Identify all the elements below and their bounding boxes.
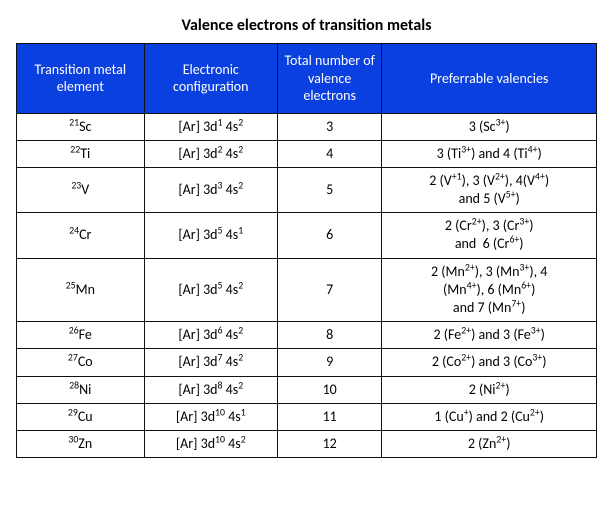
cell-element: 23V xyxy=(17,167,145,212)
cell-element: 21Sc xyxy=(17,113,145,140)
cell-config: [Ar] 3d6 4s2 xyxy=(144,322,277,349)
table-row: 22Ti[Ar] 3d2 4s243 (Ti3+) and 4 (Ti4+) xyxy=(17,140,597,167)
table-row: 29Cu[Ar] 3d10 4s1111 (Cu+) and 2 (Cu2+) xyxy=(17,403,597,430)
page-title: Valence electrons of transition metals xyxy=(16,16,597,35)
col-header-valence-e: Total number of valence electrons xyxy=(277,44,381,114)
table-row: 28Ni[Ar] 3d8 4s2102 (Ni2+) xyxy=(17,376,597,403)
cell-valence-e: 9 xyxy=(277,349,381,376)
table-row: 23V[Ar] 3d3 4s252 (V+1), 3 (V2+), 4(V4+)… xyxy=(17,167,597,212)
cell-config: [Ar] 3d7 4s2 xyxy=(144,349,277,376)
cell-valencies: 3 (Ti3+) and 4 (Ti4+) xyxy=(382,140,597,167)
cell-config: [Ar] 3d10 4s1 xyxy=(144,403,277,430)
cell-config: [Ar] 3d5 4s1 xyxy=(144,213,277,258)
cell-valence-e: 6 xyxy=(277,213,381,258)
cell-valence-e: 10 xyxy=(277,376,381,403)
cell-valencies: 2 (Co2+) and 3 (Co3+) xyxy=(382,349,597,376)
cell-element: 22Ti xyxy=(17,140,145,167)
cell-config: [Ar] 3d2 4s2 xyxy=(144,140,277,167)
cell-valencies: 2 (Cr2+), 3 (Cr3+)and 6 (Cr6+) xyxy=(382,213,597,258)
col-header-config: Electronic configuration xyxy=(144,44,277,114)
cell-element: 27Co xyxy=(17,349,145,376)
cell-valencies: 2 (Ni2+) xyxy=(382,376,597,403)
table-row: 26Fe[Ar] 3d6 4s282 (Fe2+) and 3 (Fe3+) xyxy=(17,322,597,349)
cell-valencies: 2 (Fe2+) and 3 (Fe3+) xyxy=(382,322,597,349)
table-row: 24Cr[Ar] 3d5 4s162 (Cr2+), 3 (Cr3+)and 6… xyxy=(17,213,597,258)
cell-valencies: 1 (Cu+) and 2 (Cu2+) xyxy=(382,403,597,430)
table-row: 21Sc[Ar] 3d1 4s233 (Sc3+) xyxy=(17,113,597,140)
cell-valence-e: 11 xyxy=(277,403,381,430)
table-header-row: Transition metal element Electronic conf… xyxy=(17,44,597,114)
valence-table: Transition metal element Electronic conf… xyxy=(16,43,597,458)
cell-valence-e: 12 xyxy=(277,430,381,457)
cell-valence-e: 5 xyxy=(277,167,381,212)
cell-valencies: 2 (Mn2+), 3 (Mn3+), 4(Mn4+), 6 (Mn6+)and… xyxy=(382,258,597,322)
col-header-valencies: Preferrable valencies xyxy=(382,44,597,114)
cell-element: 26Fe xyxy=(17,322,145,349)
cell-config: [Ar] 3d8 4s2 xyxy=(144,376,277,403)
cell-valencies: 3 (Sc3+) xyxy=(382,113,597,140)
cell-config: [Ar] 3d5 4s2 xyxy=(144,258,277,322)
table-row: 30Zn[Ar] 3d10 4s2122 (Zn2+) xyxy=(17,430,597,457)
col-header-element: Transition metal element xyxy=(17,44,145,114)
cell-config: [Ar] 3d1 4s2 xyxy=(144,113,277,140)
cell-element: 28Ni xyxy=(17,376,145,403)
cell-element: 30Zn xyxy=(17,430,145,457)
table-body: 21Sc[Ar] 3d1 4s233 (Sc3+)22Ti[Ar] 3d2 4s… xyxy=(17,113,597,458)
cell-valence-e: 7 xyxy=(277,258,381,322)
cell-valencies: 2 (Zn2+) xyxy=(382,430,597,457)
cell-valence-e: 4 xyxy=(277,140,381,167)
cell-valencies: 2 (V+1), 3 (V2+), 4(V4+)and 5 (V5+) xyxy=(382,167,597,212)
table-row: 27Co[Ar] 3d7 4s292 (Co2+) and 3 (Co3+) xyxy=(17,349,597,376)
cell-valence-e: 8 xyxy=(277,322,381,349)
cell-config: [Ar] 3d3 4s2 xyxy=(144,167,277,212)
cell-config: [Ar] 3d10 4s2 xyxy=(144,430,277,457)
table-row: 25Mn[Ar] 3d5 4s272 (Mn2+), 3 (Mn3+), 4(M… xyxy=(17,258,597,322)
cell-valence-e: 3 xyxy=(277,113,381,140)
cell-element: 29Cu xyxy=(17,403,145,430)
cell-element: 24Cr xyxy=(17,213,145,258)
cell-element: 25Mn xyxy=(17,258,145,322)
